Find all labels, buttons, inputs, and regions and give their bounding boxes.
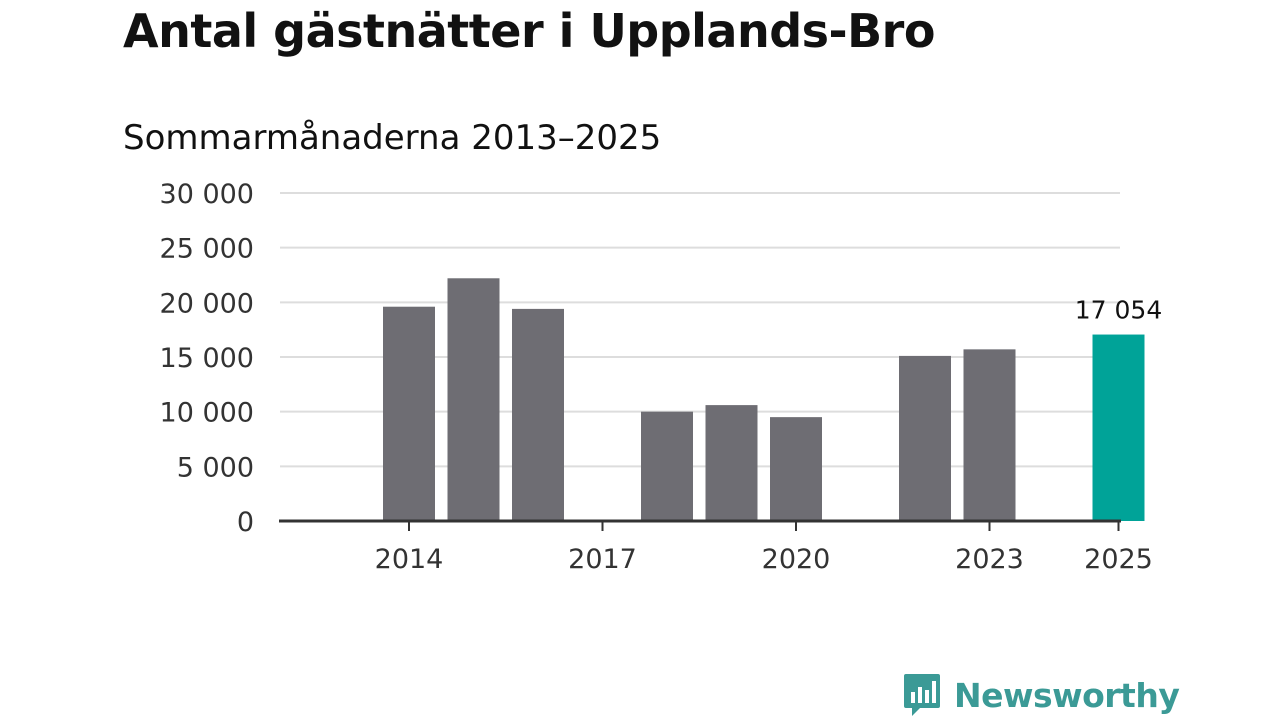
bar-2022	[899, 355, 951, 521]
chart-subtitle: Sommarmånaderna 2013–2025	[123, 118, 662, 158]
bar-2016	[512, 308, 564, 521]
bar-2018	[641, 411, 693, 521]
y-tick-label: 25 000	[160, 234, 254, 265]
bar-2019	[705, 405, 758, 521]
bar-2025	[1092, 334, 1145, 521]
x-tick-label: 2014	[375, 544, 444, 575]
y-tick-label: 30 000	[160, 179, 254, 210]
bars	[383, 278, 1145, 521]
y-tick-label: 15 000	[160, 343, 254, 374]
y-tick-label: 0	[237, 507, 254, 538]
newsworthy-logo: Newsworthy	[902, 670, 1180, 720]
y-tick-label: 10 000	[160, 398, 254, 429]
x-tick-label: 2017	[568, 544, 637, 575]
y-axis-ticks: 0 5 000 10 000 15 000 20 000 25 000 30 000	[160, 179, 254, 538]
bar-2014	[383, 306, 435, 521]
data-label-2025: 17 054	[1075, 296, 1162, 325]
bar-chart-speech-bubble-icon	[904, 674, 940, 716]
x-tick-label: 2023	[955, 544, 1024, 575]
logo-text: Newsworthy	[954, 675, 1180, 715]
y-tick-label: 5 000	[177, 452, 254, 483]
x-axis-ticks: 2014 2017 2020 2023 2025	[375, 521, 1153, 575]
bar-2023	[963, 349, 1016, 521]
y-tick-label: 20 000	[160, 288, 254, 319]
bar-2015	[447, 278, 500, 521]
x-tick-label: 2020	[762, 544, 831, 575]
x-tick-label: 2025	[1084, 544, 1153, 575]
data-labels: 17 054	[1075, 296, 1162, 325]
chart-title: Antal gästnätter i Upplands-Bro	[123, 4, 935, 58]
bar-2020	[770, 417, 822, 521]
